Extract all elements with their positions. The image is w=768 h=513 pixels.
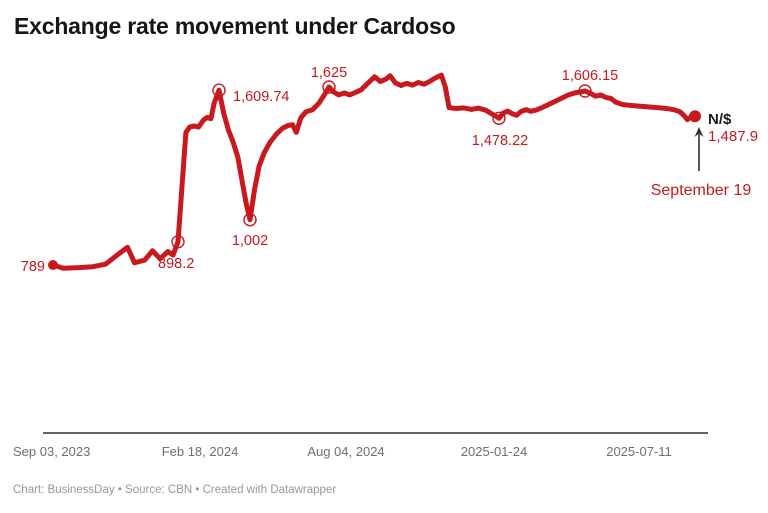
annotation-789: 789: [21, 259, 45, 275]
annotation-898-2: 898.2: [158, 256, 194, 272]
annotation-september-19: September 19: [651, 182, 752, 199]
rate-line-series: [50, 72, 698, 271]
chart-footer-credit: Chart: BusinessDay • Source: CBN • Creat…: [13, 484, 337, 496]
x-tick-sep-03-2023: Sep 03, 2023: [13, 444, 90, 459]
end-point-value-label: 1,487.9: [708, 128, 758, 145]
page-title: Exchange rate movement under Cardoso: [14, 13, 456, 39]
marker-open-circle: [212, 83, 226, 97]
marker-open-circle: [171, 235, 185, 249]
annotation-1478-22: 1,478.22: [472, 133, 528, 149]
marker-start-dot: [48, 260, 58, 270]
marker-open-circle: [243, 212, 257, 227]
x-tick-2025-07-11: 2025-07-11: [606, 444, 672, 459]
x-tick-aug-04-2024: Aug 04, 2024: [307, 444, 384, 459]
marker-open-circle: [578, 84, 592, 98]
annotation-arrow: [694, 127, 704, 171]
annotation-1625: 1,625: [311, 65, 347, 81]
annotation-1606-15: 1,606.15: [562, 68, 618, 84]
marker-open-circle: [492, 111, 506, 126]
x-tick-feb-18-2024: Feb 18, 2024: [162, 444, 239, 459]
marker-open-circle: [322, 80, 336, 94]
annotation-markers: [48, 80, 701, 270]
annotation-1002: 1,002: [232, 233, 268, 249]
x-tick-2025-01-24: 2025-01-24: [461, 444, 528, 459]
end-point-currency-label: N/$: [708, 111, 732, 128]
marker-end-dot: [689, 110, 701, 123]
annotation-1609-74: 1,609.74: [233, 89, 289, 105]
